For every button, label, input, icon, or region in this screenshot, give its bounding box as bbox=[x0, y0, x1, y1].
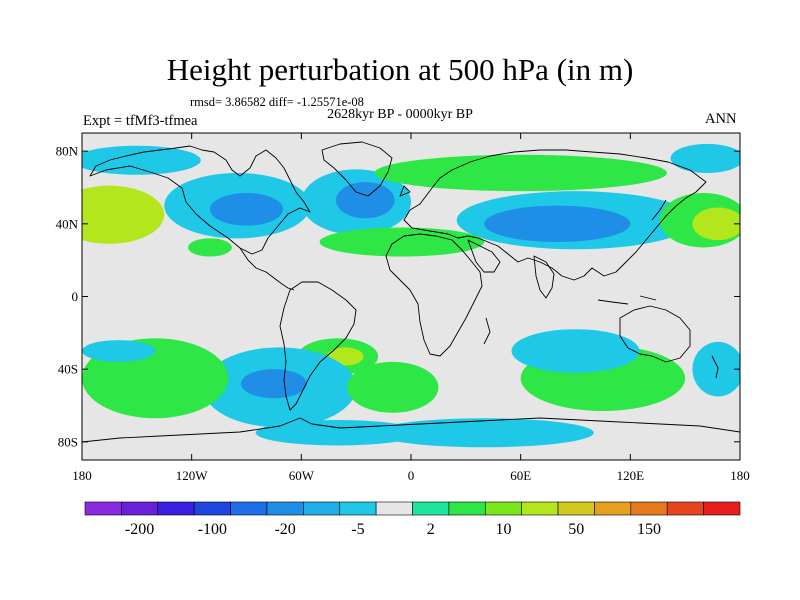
coastline-greenland bbox=[321, 141, 393, 197]
coastline-japan bbox=[651, 199, 667, 221]
colorbar-swatch bbox=[303, 501, 341, 516]
coastline-central-america bbox=[239, 247, 295, 291]
lat-label: 0 bbox=[72, 289, 79, 304]
colorbar-labels: -200 -100 -20 -5 2 10 50 150 bbox=[125, 521, 661, 538]
colorbar-swatch bbox=[121, 501, 159, 516]
colorbar-swatch bbox=[557, 501, 595, 516]
lon-label: 180 bbox=[730, 468, 750, 483]
lon-label: 60W bbox=[289, 468, 315, 483]
coastline-india bbox=[533, 255, 555, 299]
coastline-arabia bbox=[467, 239, 501, 273]
colorbar-swatch bbox=[630, 501, 668, 516]
coastline-new-zealand bbox=[711, 355, 719, 379]
lat-label: 40S bbox=[58, 362, 78, 377]
coastline-north-america bbox=[89, 145, 311, 255]
coastline-south-america bbox=[279, 281, 357, 411]
colorbar-swatch bbox=[666, 501, 704, 516]
colorbar-label: 10 bbox=[495, 521, 511, 538]
colorbar-label: -100 bbox=[198, 521, 227, 538]
colorbar-swatch bbox=[339, 501, 377, 516]
anomaly-region bbox=[511, 329, 640, 373]
coastline-australia bbox=[619, 305, 691, 363]
colorbar-swatch bbox=[594, 501, 632, 516]
period-subtitle: 2628kyr BP - 0000kyr BP bbox=[327, 107, 473, 122]
colorbar-swatch bbox=[521, 501, 559, 516]
anomaly-region bbox=[209, 192, 284, 226]
anomaly-region bbox=[255, 420, 421, 446]
colorbar-swatch bbox=[193, 501, 231, 516]
colorbar bbox=[84, 501, 741, 516]
anomaly-region bbox=[484, 205, 631, 242]
anomaly-field bbox=[82, 143, 740, 448]
axis-ticks bbox=[81, 133, 741, 460]
plot-title: Height perturbation at 500 hPa (in m) bbox=[166, 52, 634, 87]
coastline-africa bbox=[385, 233, 483, 357]
anomaly-region bbox=[670, 143, 740, 173]
coastlines bbox=[82, 141, 740, 443]
colorbar-label: -20 bbox=[274, 521, 295, 538]
longitude-labels: 180 120W 60W 0 60E 120E 180 bbox=[72, 468, 750, 483]
anomaly-region bbox=[374, 154, 667, 192]
lon-label: 180 bbox=[72, 468, 92, 483]
colorbar-swatch bbox=[84, 501, 122, 516]
lat-label: 80N bbox=[56, 144, 79, 159]
coastline-madagascar bbox=[483, 317, 491, 345]
lon-label: 120W bbox=[176, 468, 209, 483]
lat-label: 80S bbox=[58, 434, 78, 449]
anomaly-region bbox=[82, 340, 156, 362]
lon-label: 0 bbox=[408, 468, 415, 483]
anomaly-region bbox=[319, 227, 485, 257]
season-label: ANN bbox=[705, 111, 737, 127]
colorbar-swatch bbox=[412, 501, 450, 516]
anomaly-region bbox=[692, 341, 740, 397]
rmsd-diff-text: rmsd= 3.86582 diff= -1.25571e-08 bbox=[190, 95, 364, 109]
colorbar-label: 2 bbox=[427, 521, 435, 538]
colorbar-label: -5 bbox=[351, 521, 364, 538]
colorbar-swatch bbox=[484, 501, 522, 516]
lat-label: 40N bbox=[56, 216, 79, 231]
experiment-label: Expt = tfMf3-tfmea bbox=[83, 113, 198, 129]
coastline-uk bbox=[399, 185, 411, 197]
anomaly-region bbox=[82, 145, 201, 175]
anomaly-region bbox=[188, 238, 232, 257]
anomaly-region bbox=[336, 182, 395, 219]
colorbar-swatch bbox=[266, 501, 304, 516]
colorbar-swatch bbox=[230, 501, 268, 516]
colorbar-label: 150 bbox=[637, 521, 661, 538]
lon-label: 120E bbox=[617, 468, 645, 483]
colorbar-swatch bbox=[703, 501, 741, 516]
coastline-indonesia bbox=[597, 295, 657, 305]
colorbar-swatch bbox=[157, 501, 195, 516]
anomaly-region bbox=[241, 369, 307, 399]
colorbar-swatch bbox=[448, 501, 486, 516]
anomaly-region bbox=[692, 207, 740, 241]
latitude-labels: 80N 40N 0 40S 80S bbox=[56, 144, 79, 450]
colorbar-label: 50 bbox=[568, 521, 584, 538]
coastline-antarctica bbox=[82, 417, 740, 443]
lon-label: 60E bbox=[510, 468, 531, 483]
coastline-eurasia bbox=[403, 149, 707, 281]
anomaly-region bbox=[82, 185, 165, 244]
anomaly-region bbox=[347, 361, 439, 413]
colorbar-swatch bbox=[375, 501, 413, 516]
anomaly-region bbox=[374, 418, 594, 448]
colorbar-label: -200 bbox=[125, 521, 154, 538]
